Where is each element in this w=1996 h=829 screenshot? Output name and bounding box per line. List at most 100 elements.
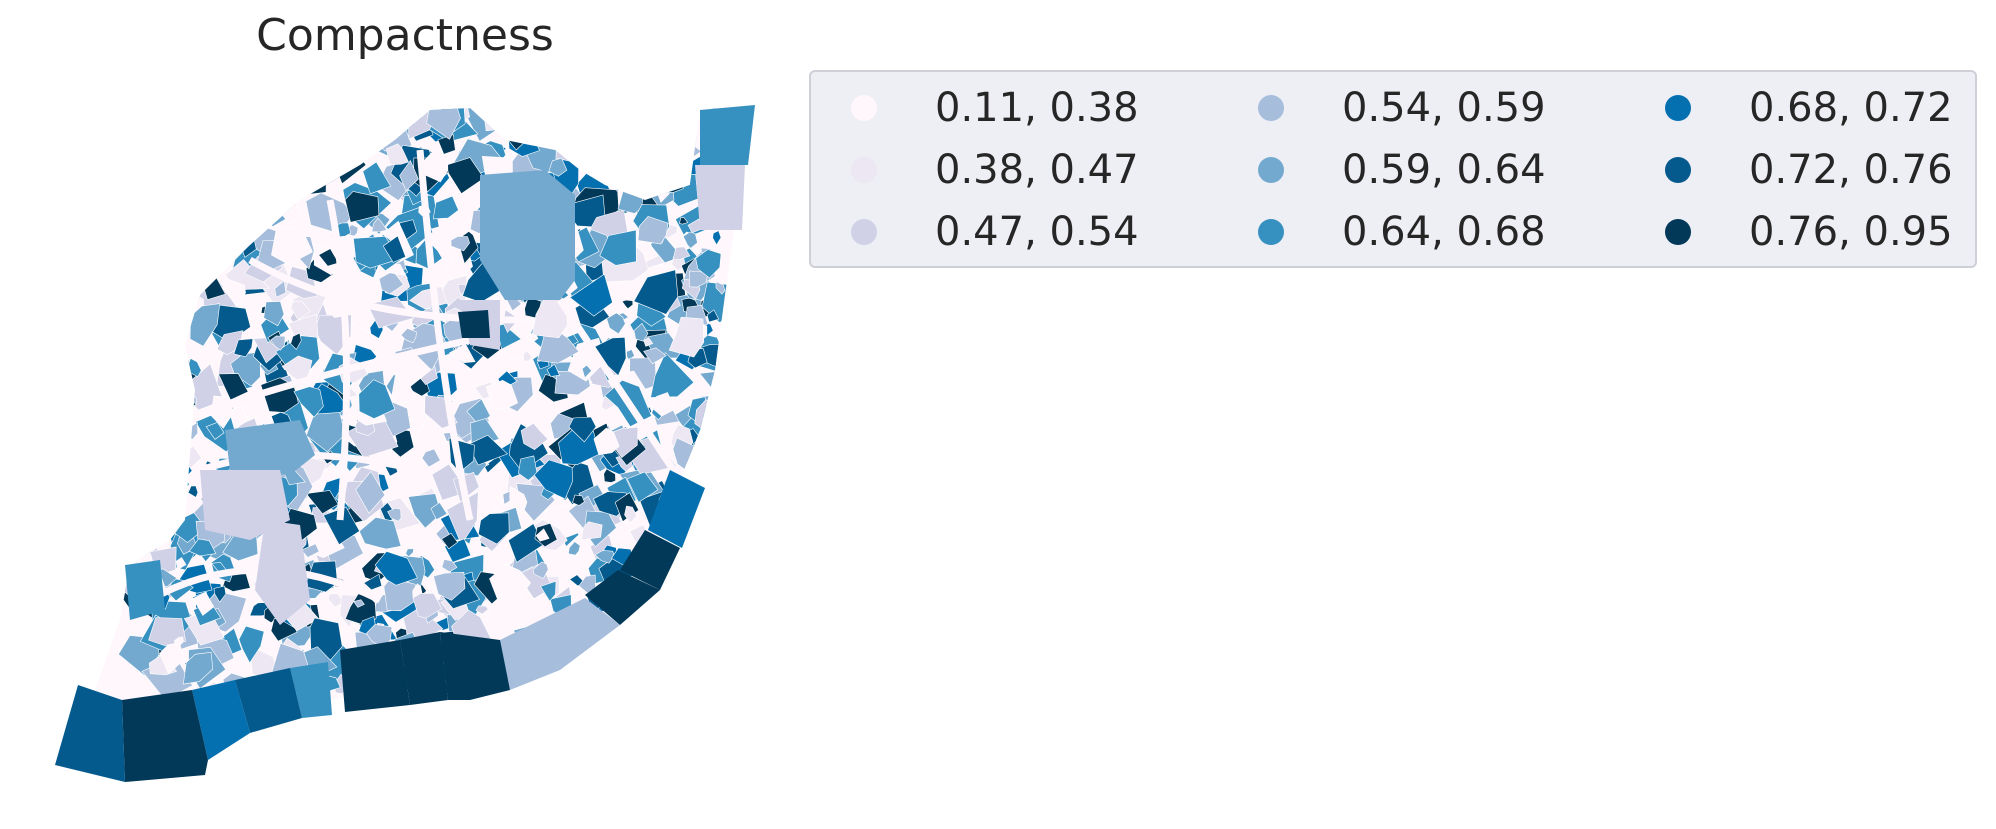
- region: [122, 141, 148, 164]
- region: [168, 306, 192, 331]
- region: [211, 138, 243, 177]
- region: [233, 338, 254, 358]
- region: [703, 640, 715, 653]
- region: [594, 550, 615, 564]
- region: [344, 191, 380, 223]
- legend-item: 0.54, 0.59: [1258, 77, 1546, 139]
- region: [153, 178, 185, 201]
- region: [621, 299, 634, 310]
- region: [592, 668, 617, 704]
- region: [146, 406, 175, 440]
- region: [168, 435, 186, 457]
- region: [635, 643, 666, 681]
- region: [131, 326, 146, 345]
- region: [711, 368, 747, 409]
- region: [399, 159, 419, 192]
- region: [177, 209, 190, 224]
- region: [371, 217, 388, 233]
- region: [170, 296, 196, 327]
- region: [136, 311, 156, 329]
- region: [705, 432, 746, 481]
- region: [146, 460, 175, 488]
- region: [188, 132, 221, 166]
- region: [586, 123, 601, 142]
- region: [333, 114, 350, 128]
- region: [535, 528, 550, 542]
- region: [122, 182, 142, 198]
- region: [362, 161, 392, 195]
- region: [192, 680, 250, 760]
- legend-swatch: [1258, 219, 1284, 245]
- region: [716, 536, 738, 565]
- region: [638, 115, 665, 144]
- region: [589, 113, 622, 139]
- region: [353, 599, 365, 608]
- region: [543, 120, 558, 140]
- region: [135, 321, 160, 343]
- region: [675, 155, 691, 170]
- region: [692, 629, 704, 640]
- region: [150, 128, 172, 152]
- region: [308, 142, 338, 173]
- region: [149, 525, 159, 535]
- region: [132, 247, 161, 283]
- region: [188, 538, 217, 557]
- region: [189, 119, 202, 131]
- region: [259, 185, 292, 211]
- region: [528, 116, 543, 132]
- region: [118, 496, 148, 526]
- region: [708, 486, 741, 541]
- region: [231, 233, 241, 244]
- region: [195, 213, 206, 228]
- region: [374, 551, 418, 586]
- region: [645, 601, 665, 621]
- region: [145, 172, 164, 191]
- region: [540, 580, 557, 602]
- region: [709, 615, 744, 660]
- region: [218, 373, 249, 401]
- region: [326, 120, 367, 154]
- map-title: Compactness: [256, 10, 554, 61]
- region: [626, 471, 659, 503]
- region: [700, 105, 755, 165]
- region: [585, 570, 660, 625]
- region: [378, 272, 404, 295]
- region: [605, 150, 651, 192]
- region: [522, 350, 533, 362]
- region: [528, 120, 555, 144]
- region: [698, 443, 715, 460]
- region: [151, 147, 183, 187]
- region: [603, 468, 616, 483]
- map-large-regions: [55, 105, 755, 782]
- region: [175, 557, 187, 570]
- region: [127, 223, 152, 243]
- road-gap: [326, 199, 351, 521]
- region: [125, 560, 165, 620]
- region: [489, 564, 531, 607]
- region: [480, 170, 575, 300]
- region: [475, 605, 489, 615]
- region: [715, 471, 725, 480]
- region: [643, 337, 654, 347]
- region: [134, 115, 146, 126]
- region: [590, 137, 637, 171]
- legend-label: 0.68, 0.72: [1749, 85, 1953, 131]
- region: [305, 412, 346, 453]
- region: [322, 506, 360, 546]
- region: [664, 151, 684, 171]
- region: [342, 118, 380, 161]
- region: [651, 145, 681, 168]
- map-legend: 0.11, 0.38 0.38, 0.47 0.47, 0.54 0.54, 0.59…: [809, 70, 1977, 268]
- legend-swatch: [851, 219, 877, 245]
- region: [175, 300, 192, 320]
- region: [133, 276, 172, 305]
- region: [610, 664, 648, 701]
- region: [509, 485, 528, 515]
- region: [270, 335, 286, 351]
- region: [327, 593, 345, 608]
- region: [684, 522, 719, 563]
- region: [192, 592, 215, 616]
- region: [500, 598, 620, 690]
- region: [632, 610, 662, 637]
- region: [114, 370, 142, 402]
